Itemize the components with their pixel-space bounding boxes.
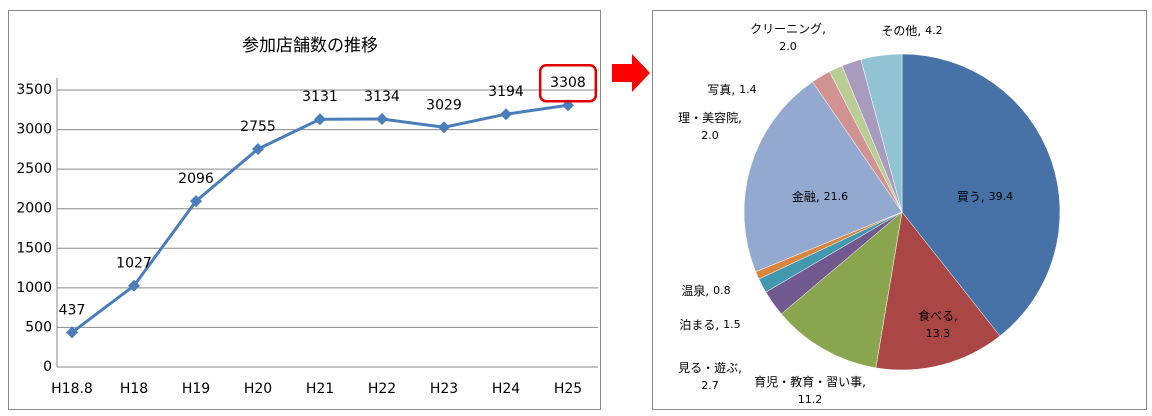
data-label: 育児・教育・習い事, 11.2 xyxy=(754,374,866,407)
marker xyxy=(314,113,326,126)
data-label: 3308 xyxy=(550,75,586,91)
marker xyxy=(66,326,78,339)
data-label: 見る・遊ぶ, 2.7 xyxy=(678,360,742,393)
x-tick-label: H23 xyxy=(430,381,458,397)
y-tick-label: 3000 xyxy=(16,122,52,138)
pie-slice xyxy=(743,81,903,273)
pie-slice xyxy=(860,53,903,213)
x-tick-label: H19 xyxy=(182,381,210,397)
marker xyxy=(128,279,140,292)
category-label: 金融, xyxy=(792,189,820,204)
x-tick-label: H21 xyxy=(306,381,334,397)
value-label: 11.2 xyxy=(798,393,823,406)
data-label: 3134 xyxy=(364,89,400,105)
x-tick-label: H22 xyxy=(368,381,396,397)
data-label: クリーニング, 2.0 xyxy=(750,22,826,54)
value-label: 2.7 xyxy=(701,379,719,392)
category-label: 写真, xyxy=(707,83,735,97)
value-label: 2.0 xyxy=(701,129,719,142)
value-label: 4.2 xyxy=(925,24,943,37)
y-tick-label: 0 xyxy=(43,359,52,375)
y-tick-label: 500 xyxy=(25,319,52,335)
data-label: 金融, 21.6 xyxy=(792,189,848,204)
category-label: 泊まる, xyxy=(679,318,719,332)
category-label: 理・美容院, xyxy=(678,110,742,125)
y-tick-label: 2500 xyxy=(16,161,52,177)
marker xyxy=(438,121,450,134)
marker xyxy=(252,142,264,155)
line-panel xyxy=(8,10,601,410)
y-tick-label: 1500 xyxy=(16,240,52,256)
value-label: 2.0 xyxy=(779,40,797,53)
data-label: 437 xyxy=(59,302,86,318)
value-label: 39.4 xyxy=(989,190,1014,203)
data-label: 温泉, 0.8 xyxy=(681,284,730,298)
x-tick-label: H24 xyxy=(492,381,520,397)
data-label: 3194 xyxy=(488,84,524,100)
y-tick-label: 3500 xyxy=(16,82,52,98)
data-label: 2755 xyxy=(240,119,276,135)
highlight-box xyxy=(538,63,598,103)
data-label: 泊まる, 1.5 xyxy=(679,318,740,332)
category-label: 食べる, xyxy=(918,308,958,323)
x-tick-label: H18.8 xyxy=(51,381,93,397)
category-label: その他, xyxy=(881,24,921,38)
pie-slice xyxy=(901,53,1061,337)
x-tick-label: H18 xyxy=(120,381,148,397)
x-tick-label: H20 xyxy=(244,381,272,397)
data-label: その他, 4.2 xyxy=(881,24,942,38)
category-label: 見る・遊ぶ, xyxy=(678,360,742,375)
value-label: 0.8 xyxy=(713,284,731,297)
value-label: 1.4 xyxy=(739,83,757,96)
marker xyxy=(376,112,388,125)
data-label: 2096 xyxy=(178,171,214,187)
marker xyxy=(190,195,202,208)
category-label: 買う, xyxy=(957,190,985,204)
data-label: 写真, 1.4 xyxy=(707,83,756,97)
pie-slice xyxy=(875,211,1001,371)
data-label: 3029 xyxy=(426,97,462,113)
data-label: 1027 xyxy=(116,256,152,272)
x-tick-label: H25 xyxy=(554,381,582,397)
category-label: 育児・教育・習い事, xyxy=(754,374,866,389)
data-label: 3131 xyxy=(302,89,338,105)
data-label: 買う, 39.4 xyxy=(957,190,1013,204)
data-label: 理・美容院, 2.0 xyxy=(678,110,742,143)
data-label: 食べる, 13.3 xyxy=(918,308,958,341)
chart-title: 参加店舗数の推移 xyxy=(242,36,378,56)
category-label: 温泉, xyxy=(681,284,709,298)
category-label: クリーニング, xyxy=(750,22,826,36)
marker xyxy=(500,108,512,121)
value-label: 13.3 xyxy=(926,327,951,340)
y-tick-label: 2000 xyxy=(16,201,52,217)
arrow xyxy=(612,54,650,92)
y-tick-label: 1000 xyxy=(16,280,52,296)
value-label: 21.6 xyxy=(824,190,849,203)
pie-slice xyxy=(780,211,903,369)
value-label: 1.5 xyxy=(723,318,741,331)
